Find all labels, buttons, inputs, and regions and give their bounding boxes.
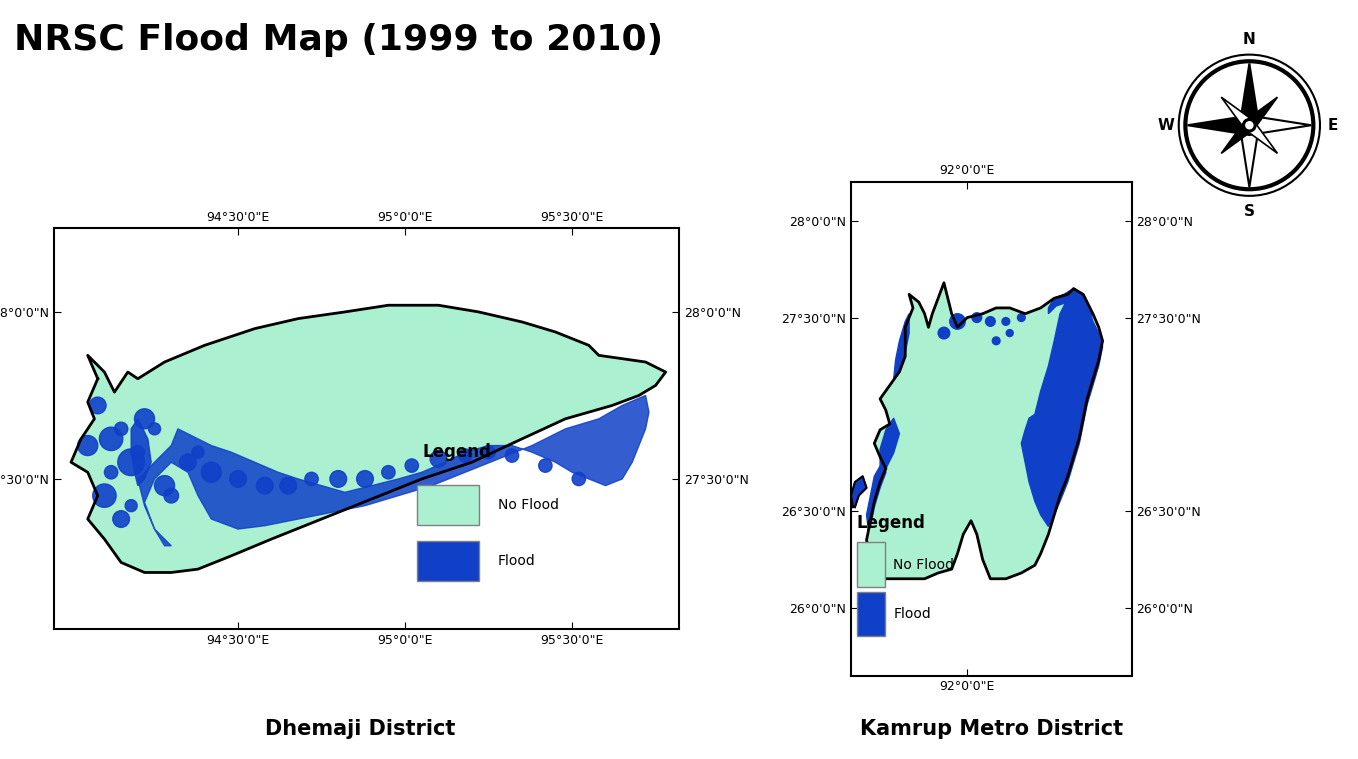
Circle shape (125, 499, 137, 512)
Circle shape (280, 477, 296, 494)
Polygon shape (866, 283, 1103, 579)
Polygon shape (1240, 64, 1259, 131)
Text: Dhemaji District: Dhemaji District (265, 719, 455, 739)
Circle shape (1017, 313, 1025, 322)
Circle shape (330, 471, 346, 487)
Circle shape (201, 462, 221, 482)
Text: Legend: Legend (422, 443, 492, 461)
Circle shape (230, 471, 246, 487)
Circle shape (430, 451, 447, 468)
Circle shape (382, 465, 395, 479)
Polygon shape (1221, 121, 1253, 153)
Polygon shape (1021, 291, 1103, 527)
Circle shape (134, 409, 155, 429)
Polygon shape (71, 305, 665, 572)
Circle shape (105, 465, 118, 479)
Polygon shape (894, 313, 909, 380)
Circle shape (357, 471, 373, 487)
Circle shape (572, 472, 585, 486)
Circle shape (482, 446, 496, 459)
Polygon shape (1245, 97, 1278, 130)
Circle shape (113, 511, 129, 528)
Text: Legend: Legend (857, 514, 926, 531)
Text: NRSC Flood Map (1999 to 2010): NRSC Flood Map (1999 to 2010) (14, 23, 663, 57)
Circle shape (155, 476, 175, 496)
Text: No Flood: No Flood (894, 558, 955, 572)
Bar (857, 542, 885, 587)
Polygon shape (866, 463, 885, 531)
Circle shape (164, 488, 179, 503)
Text: Flood: Flood (894, 607, 930, 621)
Circle shape (77, 436, 98, 455)
Circle shape (986, 317, 995, 326)
Polygon shape (132, 419, 151, 486)
Circle shape (949, 313, 966, 329)
Circle shape (459, 449, 471, 462)
Polygon shape (1048, 288, 1093, 322)
Polygon shape (1245, 121, 1278, 153)
Text: E: E (1328, 118, 1339, 133)
Circle shape (257, 477, 273, 494)
Polygon shape (851, 476, 866, 507)
Polygon shape (137, 395, 649, 546)
Circle shape (114, 422, 128, 436)
Circle shape (148, 423, 160, 435)
Polygon shape (851, 476, 866, 507)
Circle shape (179, 454, 197, 471)
Circle shape (993, 337, 999, 345)
Text: N: N (1243, 32, 1256, 46)
Circle shape (92, 484, 117, 507)
Circle shape (972, 313, 982, 323)
Circle shape (1243, 118, 1256, 132)
Polygon shape (1221, 97, 1253, 130)
Circle shape (505, 449, 519, 462)
Text: Flood: Flood (498, 554, 535, 568)
Circle shape (1006, 329, 1013, 336)
Text: W: W (1157, 118, 1173, 133)
Polygon shape (1244, 115, 1310, 135)
Circle shape (938, 327, 949, 339)
Bar (857, 592, 885, 636)
Polygon shape (880, 418, 899, 468)
Text: S: S (1244, 204, 1255, 219)
Circle shape (191, 446, 204, 458)
Text: Kamrup Metro District: Kamrup Metro District (860, 719, 1123, 739)
Circle shape (132, 446, 144, 459)
Circle shape (90, 397, 106, 414)
Bar (417, 541, 479, 581)
Circle shape (1245, 121, 1253, 129)
Circle shape (99, 427, 122, 451)
Text: No Flood: No Flood (498, 498, 559, 512)
Circle shape (539, 459, 553, 472)
Polygon shape (1240, 120, 1259, 187)
Circle shape (1002, 317, 1010, 326)
Bar (417, 485, 479, 525)
Circle shape (405, 459, 418, 472)
Circle shape (118, 449, 144, 476)
Polygon shape (1187, 115, 1255, 135)
Circle shape (304, 472, 318, 486)
